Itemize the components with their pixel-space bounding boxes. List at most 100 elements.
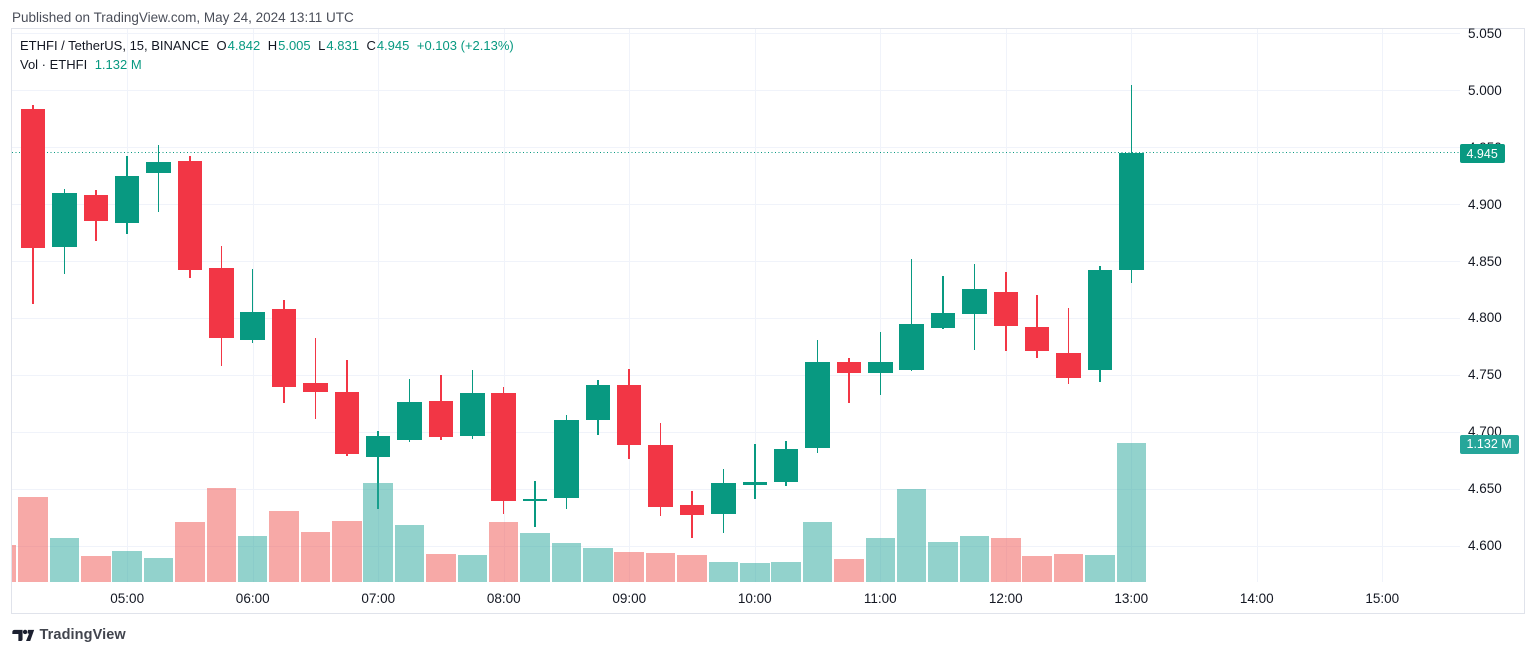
volume-bar: [520, 533, 550, 582]
tradingview-logo-text: TradingView: [39, 626, 126, 643]
legend-symbol: ETHFI / TetherUS, 15, BINANCE: [20, 37, 210, 53]
candle-body: [836, 362, 862, 373]
price-gridline: [11, 33, 1460, 35]
chart-pane[interactable]: [11, 28, 1460, 582]
legend-volume-label: Vol · ETHFI: [20, 57, 88, 72]
volume-bar: [928, 541, 958, 582]
volume-bar: [614, 551, 644, 582]
volume-bar: [206, 488, 237, 582]
candle-wick: [848, 357, 850, 404]
price-gridline: [11, 431, 1460, 433]
chart-frame: [11, 28, 1525, 614]
price-axis-label: 5.050: [1468, 25, 1502, 41]
time-axis-label: 05:00: [110, 591, 145, 606]
price-axis-label: 4.850: [1468, 253, 1502, 269]
candle-body: [773, 448, 799, 482]
volume-bar: [394, 525, 425, 582]
candle-body: [585, 385, 611, 421]
candle-body: [554, 420, 579, 498]
candle-wick: [377, 430, 379, 510]
volume-bar: [708, 562, 739, 582]
candle-wick: [251, 268, 254, 343]
time-axis-label: 14:00: [1239, 591, 1274, 606]
volume-bar: [677, 555, 707, 582]
candle-body: [1087, 270, 1113, 371]
candle-body: [365, 436, 391, 457]
volume-bar: [583, 547, 613, 582]
volume-bar: [332, 520, 362, 582]
price-axis-label: 4.750: [1468, 367, 1502, 383]
candle-wick: [910, 258, 913, 372]
legend-close: C4.945: [366, 37, 410, 53]
volume-bar: [81, 555, 111, 582]
volume-bar: [11, 545, 17, 582]
volume-bar: [1022, 555, 1052, 582]
candle-body: [930, 313, 956, 329]
candle-body: [616, 385, 642, 446]
legend-volume-value: 1.132 M: [94, 57, 142, 72]
volume-bar: [645, 553, 676, 582]
candle-wick: [534, 480, 536, 528]
price-gridline: [11, 261, 1460, 262]
time-axis-label: 15:00: [1365, 591, 1400, 606]
time-axis-label: 11:00: [863, 591, 897, 606]
time-axis-label: 10:00: [737, 591, 772, 606]
candle-body: [177, 160, 203, 271]
candle-wick: [1067, 307, 1070, 384]
time-gridline: [1256, 28, 1258, 582]
volume-bar: [1053, 553, 1084, 582]
legend-symbol-row: ETHFI / TetherUS, 15, BINANCE O4.842 H5.00…: [20, 38, 514, 58]
volume-bar: [18, 497, 48, 582]
candle-body: [334, 391, 360, 455]
candle-body: [1024, 327, 1050, 351]
volume-bar: [49, 537, 80, 582]
candle-body: [397, 402, 422, 440]
tradingview-logo[interactable]: TradingView: [12, 627, 126, 643]
time-gridline: [378, 28, 380, 582]
time-axis-label: 13:00: [1114, 591, 1149, 606]
time-gridline: [1131, 28, 1133, 582]
candle-body: [491, 393, 516, 502]
volume-bar: [740, 562, 770, 582]
volume-bar: [363, 483, 393, 582]
candle-body: [868, 362, 893, 373]
candle-body: [679, 504, 705, 515]
candle-body: [460, 393, 485, 437]
volume-bar: [1116, 443, 1147, 582]
price-gridline: [11, 147, 1460, 149]
candle-body: [899, 323, 924, 371]
price-gridline: [11, 90, 1460, 92]
time-gridline: [754, 28, 756, 582]
current-price-line: [11, 152, 1460, 154]
time-gridline: [1382, 28, 1384, 582]
candle-body: [209, 267, 234, 339]
legend-low: L4.831: [318, 37, 359, 53]
legend-change: +0.103 (+2.13%): [416, 37, 514, 53]
volume-bar: [802, 522, 833, 582]
candle-wick: [1036, 295, 1038, 358]
price-gridline: [11, 317, 1460, 319]
volume-bar: [551, 542, 582, 582]
volume-bar: [834, 558, 864, 582]
candle-body: [114, 175, 140, 224]
candle-wick: [314, 338, 317, 420]
volume-bar: [991, 537, 1021, 582]
legend: ETHFI / TetherUS, 15, BINANCE O4.842 H5.00…: [20, 38, 514, 77]
time-gridline: [880, 28, 882, 582]
candle-body: [240, 312, 265, 340]
candle-body: [711, 482, 736, 514]
price-gridline: [11, 204, 1460, 206]
legend-volume-row: Vol · ETHFI 1.132 M: [20, 57, 514, 77]
time-axis-label: 06:00: [235, 591, 270, 606]
price-axis-label: 4.800: [1468, 310, 1502, 326]
volume-bar: [488, 521, 519, 582]
candle-body: [993, 291, 1019, 326]
legend-open: O4.842: [216, 37, 261, 53]
volume-bar: [457, 554, 488, 582]
candle-body: [303, 382, 328, 392]
candle-body: [146, 161, 171, 174]
volume-bar: [865, 538, 895, 582]
candle-body: [1056, 353, 1081, 379]
volume-bar: [237, 535, 268, 582]
price-axis-label: 4.900: [1468, 196, 1502, 212]
